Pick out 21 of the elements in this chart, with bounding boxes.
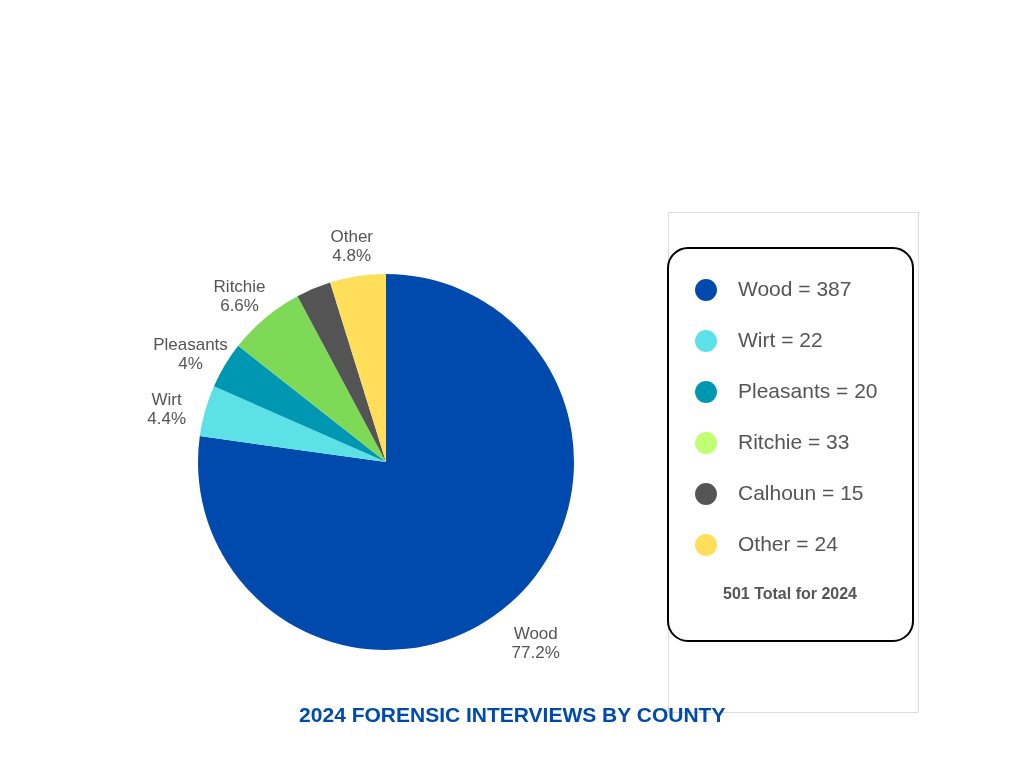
- slice-label: Ritchie: [213, 277, 266, 297]
- category-label: Calhoun = 15: [738, 481, 864, 504]
- text: 501 Total for 2024: [723, 585, 858, 602]
- text: 2024 FORENSIC INTERVIEWS BY COUNTY: [299, 702, 726, 726]
- slice-label: Pleasants: [153, 334, 228, 354]
- category-label: Ritchie = 33: [738, 430, 850, 453]
- data-label: 4.4%: [147, 408, 187, 428]
- data-label: 4%: [178, 353, 203, 373]
- category-label: Wood = 387: [738, 277, 852, 300]
- slice-label: Other: [330, 226, 374, 246]
- data-label: 77.2%: [511, 642, 560, 662]
- data-label: 4.8%: [332, 245, 372, 265]
- pie-slice: [199, 386, 386, 462]
- slice-label: Wood: [513, 623, 558, 643]
- pie-slice: [330, 274, 386, 462]
- pie-slice: [297, 282, 386, 462]
- category-label: Pleasants = 20: [738, 379, 878, 402]
- category-label: Other = 24: [738, 532, 839, 555]
- data-label: 6.6%: [220, 296, 259, 316]
- category-label: Wirt = 22: [738, 328, 823, 351]
- slice-label: Wirt: [151, 389, 183, 409]
